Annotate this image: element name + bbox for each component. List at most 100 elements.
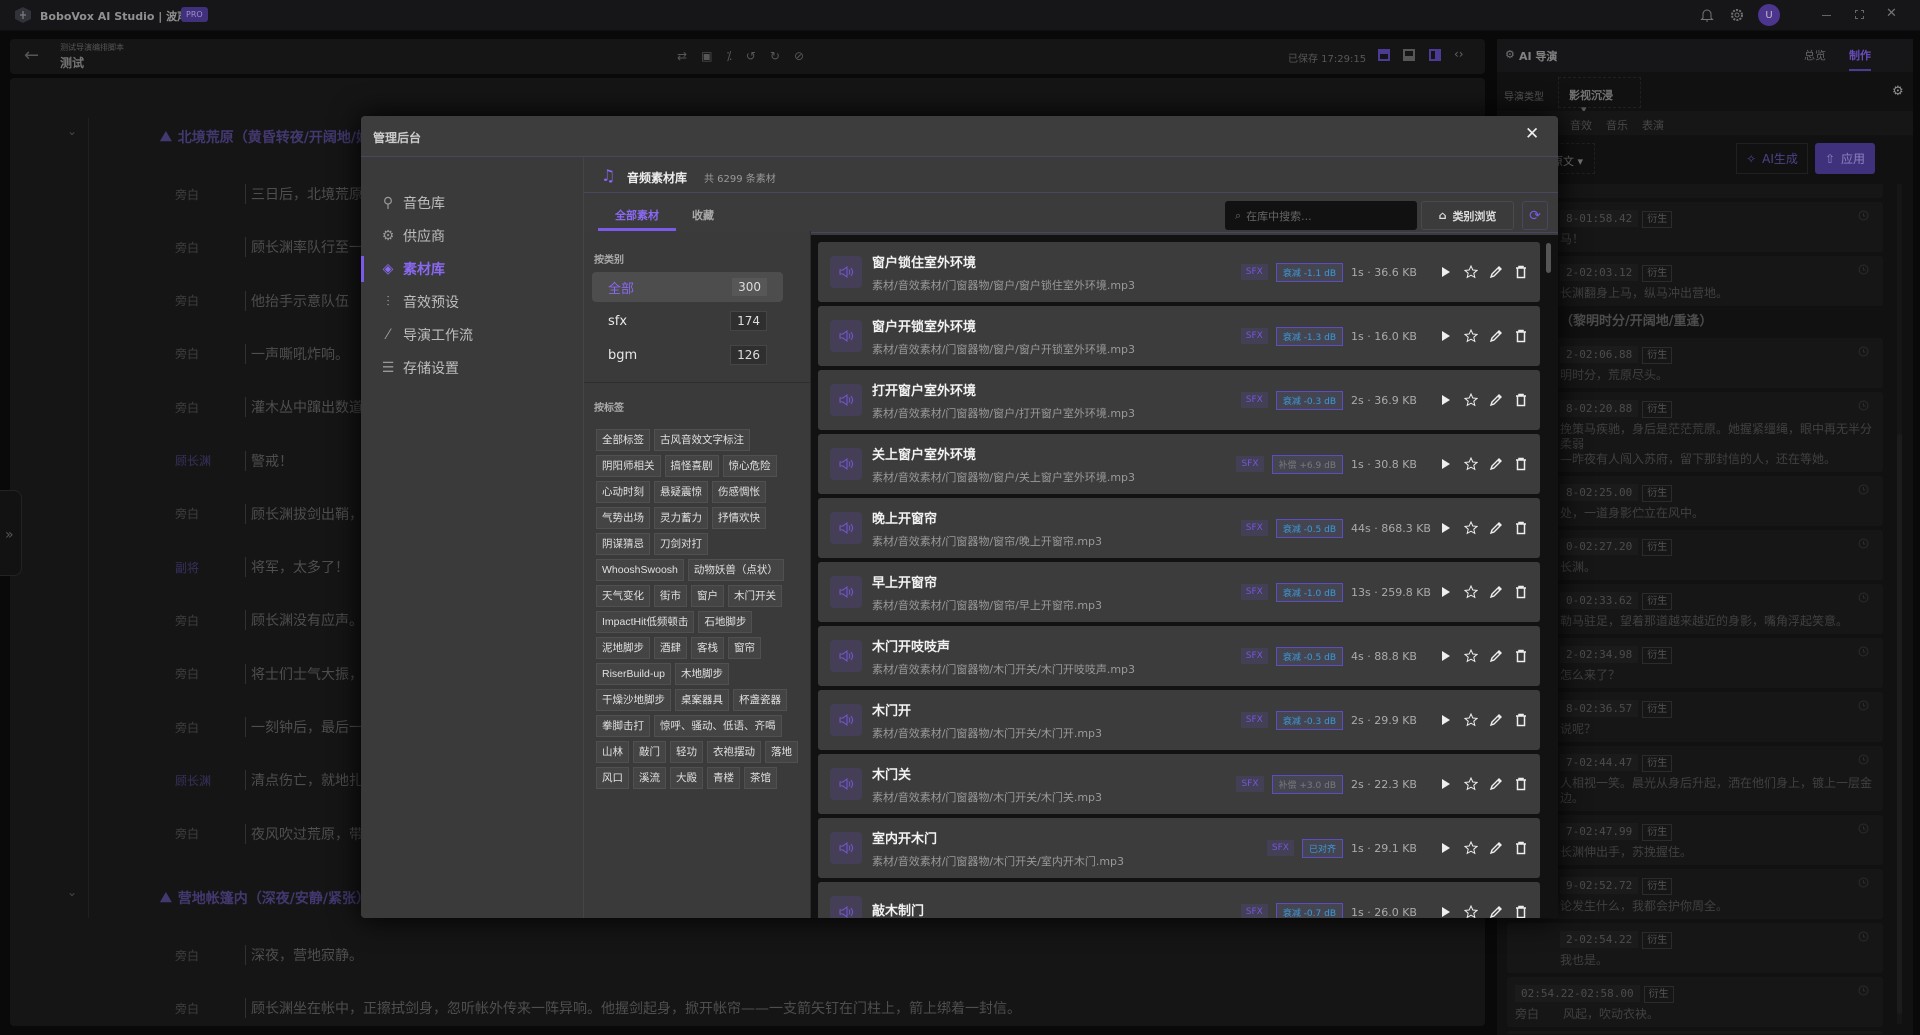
edit-pencil-icon[interactable]: [1489, 905, 1503, 918]
play-icon[interactable]: [1439, 393, 1453, 407]
timeline-entry[interactable]: 8-02:20.88 衍生 挽策马疾驰，身后是茫茫荒原。她握紧缰绳，眼中再无半分柔弱…: [1507, 392, 1883, 472]
script-line[interactable]: 旁白 深夜，营地寂静。: [175, 945, 363, 965]
magic-icon[interactable]: ⁒: [726, 49, 732, 63]
tab-all-assets[interactable]: 全部素材: [598, 193, 676, 231]
tag-chip[interactable]: 山林: [596, 741, 629, 763]
tab-favorites[interactable]: 收藏: [692, 209, 714, 222]
delete-trash-icon[interactable]: [1514, 777, 1528, 791]
tag-chip[interactable]: 青楼: [707, 767, 740, 789]
asset-row[interactable]: 木门关 素材/音效素材/门窗器物/木门开关/木门关.mp3 SFX 补偿 +3.0 d…: [818, 754, 1540, 814]
edit-pencil-icon[interactable]: [1489, 713, 1503, 727]
redo-icon[interactable]: ↻: [769, 49, 780, 63]
apply-button[interactable]: ⇧ 应用: [1815, 143, 1875, 174]
tab-production[interactable]: 制作: [1849, 47, 1871, 71]
star-icon[interactable]: [1464, 457, 1478, 471]
tag-chip[interactable]: 惊心危险: [722, 455, 777, 477]
edit-pencil-icon[interactable]: [1489, 777, 1503, 791]
timeline-entry[interactable]: 8-02:25.00 衍生 处，一道身影伫立在风中。: [1507, 476, 1883, 526]
tag-chip[interactable]: 茶馆: [744, 767, 777, 789]
clock-icon[interactable]: [1858, 484, 1869, 495]
star-icon[interactable]: [1464, 521, 1478, 535]
script-line[interactable]: 旁白 将士们士气大振，: [175, 663, 363, 684]
restore-icon[interactable]: [1855, 10, 1864, 19]
edit-pencil-icon[interactable]: [1489, 585, 1503, 599]
tag-chip[interactable]: 木地脚步: [675, 663, 730, 685]
tag-chip[interactable]: RiserBuild-up: [596, 663, 672, 685]
layout-top-icon[interactable]: [1378, 49, 1390, 61]
star-icon[interactable]: [1464, 393, 1478, 407]
tag-chip[interactable]: 大殿: [670, 767, 703, 789]
tag-chip[interactable]: 灵力蓄力: [654, 507, 708, 529]
tag-chip[interactable]: 动物妖兽（点状）: [687, 559, 784, 581]
asset-row[interactable]: 早上开窗帘 素材/音效素材/门窗器物/窗帘/早上开窗帘.mp3 SFX 衰减 -1.0…: [818, 562, 1540, 622]
edit-pencil-icon[interactable]: [1489, 457, 1503, 471]
edit-pencil-icon[interactable]: [1489, 393, 1503, 407]
timeline-entry[interactable]: 8-01:58.42 衍生 马！: [1507, 202, 1883, 252]
tag-chip[interactable]: 刀剑对打: [654, 533, 708, 555]
bell-icon[interactable]: [1700, 7, 1714, 23]
script-line[interactable]: 副将 将军，太多了！: [175, 557, 349, 578]
timeline-entry[interactable]: 0-02:33.62 衍生 勒马驻足，望着那道越来越近的身影，嘴角浮起笑意。: [1507, 584, 1883, 634]
chevron-down-icon[interactable]: ⌄: [67, 124, 78, 138]
clock-icon[interactable]: [1858, 264, 1869, 275]
delete-trash-icon[interactable]: [1514, 841, 1528, 855]
asset-row[interactable]: 窗户开锁室外环境 素材/音效素材/门窗器物/窗户/窗户开锁室外环境.mp3 SFX 衰…: [818, 306, 1540, 366]
line-text[interactable]: 将士们士气大振，: [245, 663, 363, 684]
nav-item-microphone[interactable]: ⚲ 音色库: [381, 190, 445, 216]
line-text[interactable]: 顾长渊没有应声。: [245, 610, 363, 631]
delete-trash-icon[interactable]: [1514, 393, 1528, 407]
script-line[interactable]: 旁白 顾长渊没有应声。: [175, 610, 363, 631]
clock-icon[interactable]: [1858, 592, 1869, 603]
tag-chip[interactable]: 干燥沙地脚步: [596, 689, 671, 711]
category-browse-button[interactable]: ⌂ 类别浏览: [1421, 201, 1514, 230]
clock-icon[interactable]: [1858, 700, 1869, 711]
script-line[interactable]: 旁白 顾长渊拔剑出鞘，: [175, 503, 363, 524]
script-line[interactable]: 旁白 他抬手示意队伍: [175, 290, 349, 311]
star-icon[interactable]: [1464, 713, 1478, 727]
avatar[interactable]: U: [1758, 4, 1780, 26]
tag-chip[interactable]: 全部标签: [596, 429, 650, 451]
line-text[interactable]: 顾长渊拔剑出鞘，: [245, 503, 363, 524]
nav-item-layers[interactable]: ◈ 素材库: [381, 256, 445, 282]
asset-row[interactable]: 打开窗户室外环境 素材/音效素材/门窗器物/窗户/打开窗户室外环境.mp3 SFX 衰…: [818, 370, 1540, 430]
panel-scrollbar[interactable]: [1897, 184, 1902, 1024]
star-icon[interactable]: [1464, 265, 1478, 279]
tag-chip[interactable]: 敲门: [633, 741, 666, 763]
save-icon[interactable]: ▣: [701, 49, 713, 63]
asset-row[interactable]: 室内开木门 素材/音效素材/门窗器物/木门开关/室内开木门.mp3 SFX 已对齐 1s…: [818, 818, 1540, 878]
timeline-entry[interactable]: 2-02:03.12 衍生 长渊翻身上马，纵马冲出营地。: [1507, 256, 1883, 306]
star-icon[interactable]: [1464, 777, 1478, 791]
play-icon[interactable]: [1439, 777, 1453, 791]
play-icon[interactable]: [1439, 649, 1453, 663]
nav-item-storage[interactable]: ☰ 存储设置: [381, 355, 459, 381]
delete-trash-icon[interactable]: [1514, 265, 1528, 279]
tag-chip[interactable]: 酒肆: [654, 637, 687, 659]
clock-icon[interactable]: [1858, 346, 1869, 357]
play-icon[interactable]: [1439, 521, 1453, 535]
list-scrollbar[interactable]: [1546, 243, 1551, 273]
tag-chip[interactable]: 窗帘: [728, 637, 761, 659]
line-text[interactable]: 将军，太多了！: [245, 557, 349, 578]
timeline-entry[interactable]: 0-02:27.20 衍生 长渊。: [1507, 530, 1883, 580]
script-line[interactable]: 顾长渊 警戒！: [175, 450, 293, 471]
edit-pencil-icon[interactable]: [1489, 329, 1503, 343]
tag-chip[interactable]: 气势出场: [596, 507, 650, 529]
script-line[interactable]: 旁白 三日后，北境荒原: [175, 184, 363, 204]
asset-row[interactable]: 窗户锁住室外环境 素材/音效素材/门窗器物/窗户/窗户锁住室外环境.mp3 SFX 衰…: [818, 242, 1540, 302]
star-icon[interactable]: [1464, 841, 1478, 855]
script-line[interactable]: 旁白 顾长渊坐在帐中，正擦拭剑身，忽听帐外传来一阵异响。他握剑起身，掀开帐帘——一…: [175, 998, 1021, 1019]
timeline-entry[interactable]: 7-02:47.99 衍生 长渊伸出手，苏挽握住。: [1507, 815, 1883, 865]
swap-icon[interactable]: ⇄: [677, 49, 688, 63]
undo-icon[interactable]: ↺: [745, 49, 756, 63]
ai-generate-button[interactable]: ✧ AI生成: [1736, 143, 1808, 174]
nav-item-magic-wand[interactable]: ⁄ 导演工作流: [381, 322, 473, 348]
sub-tab[interactable]: 表演: [1642, 119, 1664, 132]
tag-chip[interactable]: ImpactHit低频顿击: [596, 611, 695, 633]
asset-row[interactable]: 晚上开窗帘 素材/音效素材/门窗器物/窗帘/晚上开窗帘.mp3 SFX 衰减 -0.5…: [818, 498, 1540, 558]
timeline-entry[interactable]: 2-02:34.98 衍生 怎么来了？: [1507, 638, 1883, 688]
close-modal-icon[interactable]: ✕: [1525, 124, 1540, 144]
tag-chip[interactable]: 心动时刻: [596, 481, 650, 503]
tag-chip[interactable]: 阴阳师相关: [596, 455, 661, 477]
category-全部[interactable]: 全部 300: [592, 272, 783, 302]
play-icon[interactable]: [1439, 585, 1453, 599]
